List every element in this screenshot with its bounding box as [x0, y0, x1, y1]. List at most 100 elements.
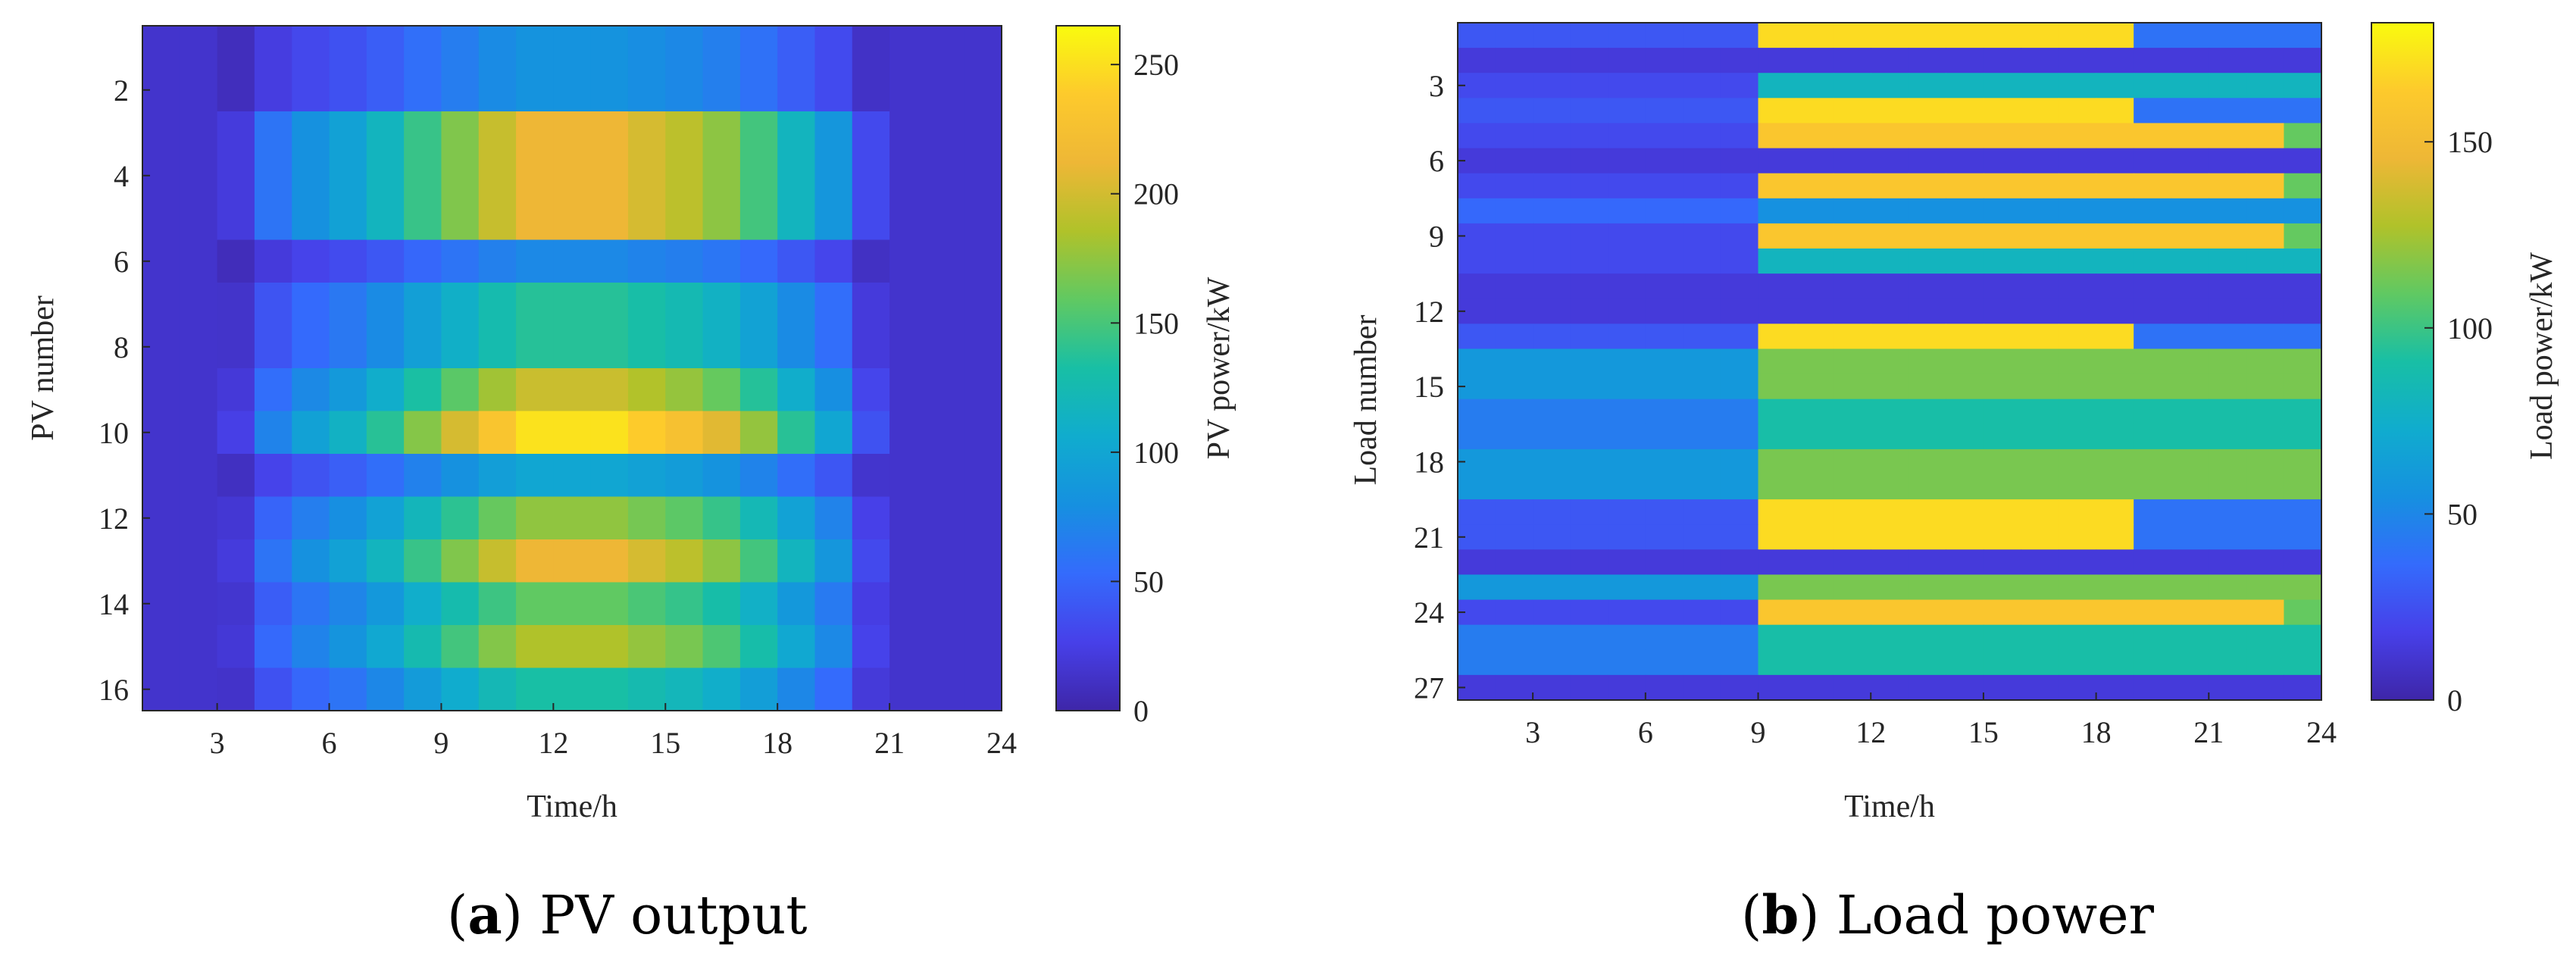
a-cell: [889, 283, 927, 327]
b-cell: [1720, 324, 1759, 350]
b-cell: [1720, 399, 1759, 425]
b-cell: [2134, 474, 2172, 500]
a-cell: [329, 111, 367, 155]
b-cell: [1683, 524, 1721, 550]
b-cell: [1495, 499, 1533, 525]
b-cell: [1946, 674, 1984, 701]
b-cell: [1645, 374, 1683, 400]
b-cell: [2284, 624, 2322, 651]
b-cell: [2209, 624, 2247, 651]
panel-b-caption: (b) Load power: [1741, 883, 2155, 946]
a-cell: [254, 496, 292, 540]
b-cell: [1946, 274, 1984, 299]
b-cell: [2209, 148, 2247, 174]
a-cell: [889, 197, 927, 241]
b-cell: [1495, 674, 1533, 701]
b-cell: [1871, 499, 1909, 525]
b-cell: [2171, 299, 2209, 324]
a-cell: [590, 26, 629, 70]
b-cell: [1908, 424, 1946, 450]
a-cell: [441, 197, 480, 241]
b-cell: [1908, 399, 1946, 425]
b-cell: [2171, 148, 2209, 174]
b-cell: [1608, 649, 1646, 676]
b-cell: [1833, 399, 1871, 425]
b-cell: [2134, 549, 2172, 576]
b-cell: [1533, 449, 1571, 475]
b-cell: [2171, 73, 2209, 98]
b-cell: [1645, 524, 1683, 550]
b-cell: [1983, 299, 2022, 324]
b-cell: [1645, 299, 1683, 324]
b-cell: [1758, 474, 1796, 500]
a-cell: [590, 325, 629, 369]
b-cell: [1458, 274, 1496, 299]
b-cell: [1608, 474, 1646, 500]
b-cell: [1796, 148, 1834, 174]
a-cell: [665, 582, 704, 626]
b-cell: [2059, 223, 2097, 249]
b-cell: [1833, 649, 1871, 676]
b-cell: [1983, 624, 2022, 651]
a-cell: [814, 496, 853, 540]
b-cell: [1946, 73, 1984, 98]
b-cell: [1871, 299, 1909, 324]
a-cell: [404, 368, 442, 412]
b-cell: [2134, 198, 2172, 224]
b-cell: [2284, 474, 2322, 500]
b-cell: [1758, 599, 1796, 626]
b-cell: [1758, 449, 1796, 475]
a-cell: [217, 68, 255, 112]
b-cell: [2171, 123, 2209, 149]
a-cell: [478, 68, 517, 112]
a-cell: [404, 539, 442, 583]
b-cell: [1683, 73, 1721, 98]
a-cell: [814, 111, 853, 155]
b-cell: [1495, 624, 1533, 651]
b-cell: [2246, 674, 2285, 701]
b-cell: [1533, 148, 1571, 174]
b-cell: [1645, 399, 1683, 425]
a-cell: [292, 368, 330, 412]
a-cell: [590, 368, 629, 412]
b-cell: [2059, 549, 2097, 576]
a-cell: [889, 111, 927, 155]
b-cell: [1533, 324, 1571, 350]
a-cell: [739, 325, 778, 369]
a-cell: [553, 283, 592, 327]
b-cell: [1683, 123, 1721, 149]
b-cell: [1983, 324, 2022, 350]
b-cell: [1495, 649, 1533, 676]
b-cell: [1983, 424, 2022, 450]
a-cell: [964, 411, 1002, 455]
a-cell: [927, 239, 965, 283]
b-cell: [1908, 374, 1946, 400]
a-cell: [739, 454, 778, 498]
b-cell: [1458, 499, 1496, 525]
b-cell: [1871, 48, 1909, 73]
b-cell: [1720, 299, 1759, 324]
b-cell: [2284, 349, 2322, 375]
a-cell: [441, 368, 480, 412]
b-cell: [1796, 274, 1834, 299]
b-cell: [1645, 123, 1683, 149]
a-cell: [852, 111, 890, 155]
b-cell: [1458, 173, 1496, 199]
b-cell: [1758, 549, 1796, 576]
b-cell: [1645, 148, 1683, 174]
b-cell: [2284, 98, 2322, 124]
b-cell: [2284, 73, 2322, 98]
a-colorbar-tick-label: 150: [1133, 306, 1179, 340]
b-cell: [1533, 674, 1571, 701]
a-cell: [553, 539, 592, 583]
b-cell: [1608, 449, 1646, 475]
b-cell: [1458, 23, 1496, 48]
b-cell: [2059, 399, 2097, 425]
b-cell: [1533, 73, 1571, 98]
b-cell: [1908, 73, 1946, 98]
b-cell: [1983, 574, 2022, 601]
b-cell: [2209, 649, 2247, 676]
b-cell: [1533, 249, 1571, 274]
b-cell: [2284, 599, 2322, 626]
a-cell: [964, 582, 1002, 626]
